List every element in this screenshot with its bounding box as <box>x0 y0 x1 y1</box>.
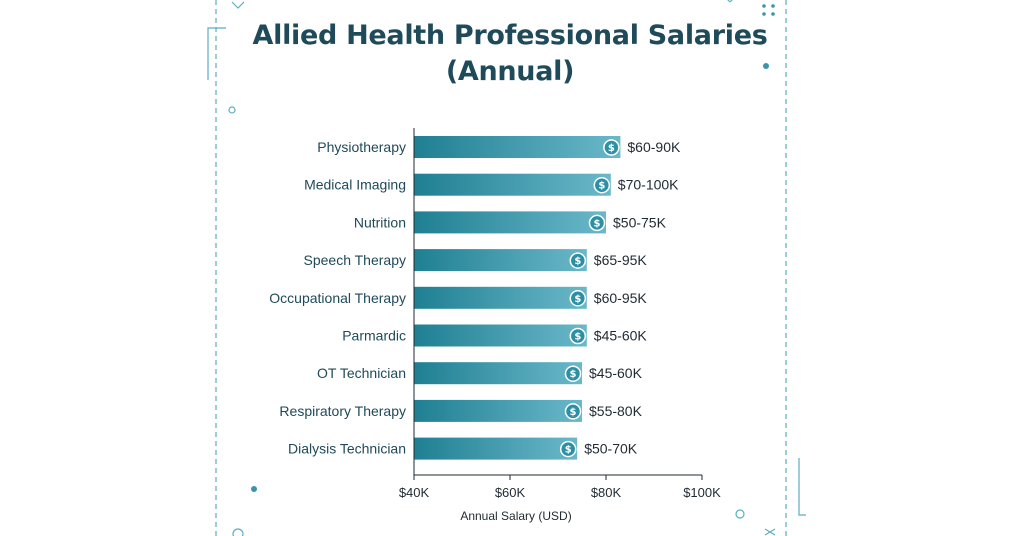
value-label: $70-100K <box>618 177 679 193</box>
dollar-coin-icon <box>559 440 577 458</box>
value-label: $45-60K <box>589 365 643 381</box>
decor-cross <box>727 0 733 3</box>
category-label: Parmardic <box>342 328 406 344</box>
x-tick-label: $60K <box>495 485 526 500</box>
category-label: Occupational Therapy <box>269 290 406 306</box>
category-label: Speech Therapy <box>304 252 406 268</box>
decor-chevron <box>231 1 245 9</box>
dollar-coin-icon <box>569 327 587 345</box>
bar <box>414 399 582 422</box>
value-label: $50-75K <box>613 214 667 230</box>
category-label: Dialysis Technician <box>288 441 406 457</box>
chart-title: Allied Health Professional Salaries <box>252 20 768 51</box>
decor-ring <box>228 106 236 114</box>
bar <box>414 437 578 460</box>
value-label: $50-70K <box>584 441 638 457</box>
bar <box>414 286 587 309</box>
x-tick-label: $100K <box>683 485 721 500</box>
category-label: OT Technician <box>317 365 406 381</box>
value-label: $65-95K <box>594 252 648 268</box>
decor-dot-grid <box>762 4 766 8</box>
value-label: $60-95K <box>594 290 648 306</box>
frame-corner-top-left <box>207 27 226 80</box>
bar <box>414 249 587 272</box>
bar <box>414 324 587 347</box>
value-label: $55-80K <box>589 403 643 419</box>
x-tick-label: $40K <box>399 485 430 500</box>
dollar-coin-symbol: $ <box>608 143 615 154</box>
decor-dot-grid <box>762 12 766 16</box>
dollar-coin-symbol: $ <box>570 407 577 418</box>
decor-dot <box>251 486 257 492</box>
value-label: $45-60K <box>594 328 648 344</box>
dollar-coin-symbol: $ <box>565 445 572 456</box>
category-label: Physiotherapy <box>317 139 406 155</box>
category-label: Nutrition <box>354 214 406 230</box>
dollar-coin-icon <box>569 252 587 269</box>
x-axis: $40K $60K $80K $100K <box>399 128 721 500</box>
category-label: Respiratory Therapy <box>279 403 406 419</box>
decor-dot-grid <box>771 12 775 16</box>
dollar-coin-icon <box>588 214 606 232</box>
bars-layer: Physiotherapy $ $60-90K Medical Imaging $ $70… <box>269 136 681 460</box>
dollar-coin-icon <box>603 139 620 156</box>
dollar-coin-symbol: $ <box>574 332 581 343</box>
bar <box>414 136 621 158</box>
decor-ring <box>735 509 745 519</box>
decor-dot <box>763 63 769 69</box>
decor-dot-grid <box>771 4 775 8</box>
dollar-coin-icon <box>564 403 582 420</box>
dollar-coin-symbol: $ <box>594 218 601 229</box>
x-tick-label: $80K <box>591 485 622 500</box>
dollar-coin-icon <box>569 290 587 307</box>
x-axis-title: Annual Salary (USD) <box>460 509 571 523</box>
dollar-coin-symbol: $ <box>574 256 581 267</box>
decor-ring <box>232 528 244 536</box>
bar <box>414 362 582 385</box>
dollar-coin-icon <box>593 176 611 194</box>
dollar-coin-symbol: $ <box>598 181 605 192</box>
dollar-coin-symbol: $ <box>570 369 577 380</box>
dollar-coin-symbol: $ <box>574 294 581 305</box>
decor-cross <box>764 528 776 536</box>
category-label: Medical Imaging <box>304 177 406 193</box>
value-label: $60-90K <box>627 139 681 155</box>
bar <box>414 173 611 196</box>
frame-corner-bottom-right <box>798 458 806 516</box>
dollar-coin-icon <box>564 365 582 382</box>
chart-subtitle: (Annual) <box>445 56 575 87</box>
bar <box>414 211 606 234</box>
